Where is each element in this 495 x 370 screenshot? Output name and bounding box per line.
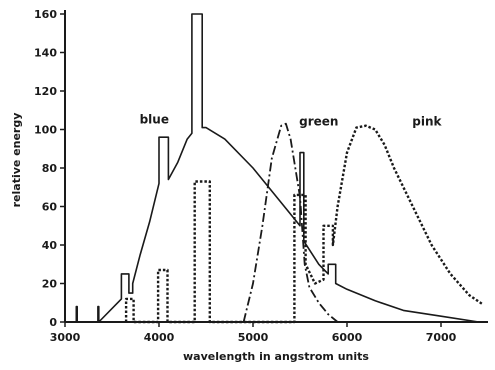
series-pink-line — [124, 124, 484, 324]
series-label-pink: pink — [412, 115, 442, 129]
y-tick-label: 140 — [34, 47, 57, 60]
series-label-green: green — [299, 115, 338, 129]
x-tick-label: 6000 — [332, 331, 363, 344]
series-blue-line — [75, 13, 479, 323]
y-tick-label: 0 — [49, 316, 57, 329]
series-labels: blue green pink — [140, 113, 443, 129]
y-tick-label: 100 — [34, 124, 57, 137]
x-tick-label: 5000 — [238, 331, 269, 344]
y-tick-label: 120 — [34, 85, 57, 98]
y-tick-label: 40 — [42, 239, 58, 252]
series-label-blue: blue — [140, 113, 169, 127]
y-tick-label: 80 — [42, 162, 58, 175]
y-tick-label: 20 — [42, 278, 58, 291]
x-axis-title: wavelength in angstrom units — [183, 350, 369, 363]
x-tick-label: 4000 — [144, 331, 175, 344]
y-tick-label: 160 — [34, 8, 57, 21]
y-tick-label: 60 — [42, 201, 58, 214]
x-tick-label: 3000 — [50, 331, 81, 344]
series-lines — [75, 13, 484, 324]
x-tick-label: 7000 — [426, 331, 457, 344]
series-green-line — [242, 122, 339, 323]
y-axis-title: relative energy — [10, 113, 23, 208]
ticks: 3000 4000 5000 6000 7000 0 20 40 60 80 100 120 140 16… — [34, 8, 457, 344]
